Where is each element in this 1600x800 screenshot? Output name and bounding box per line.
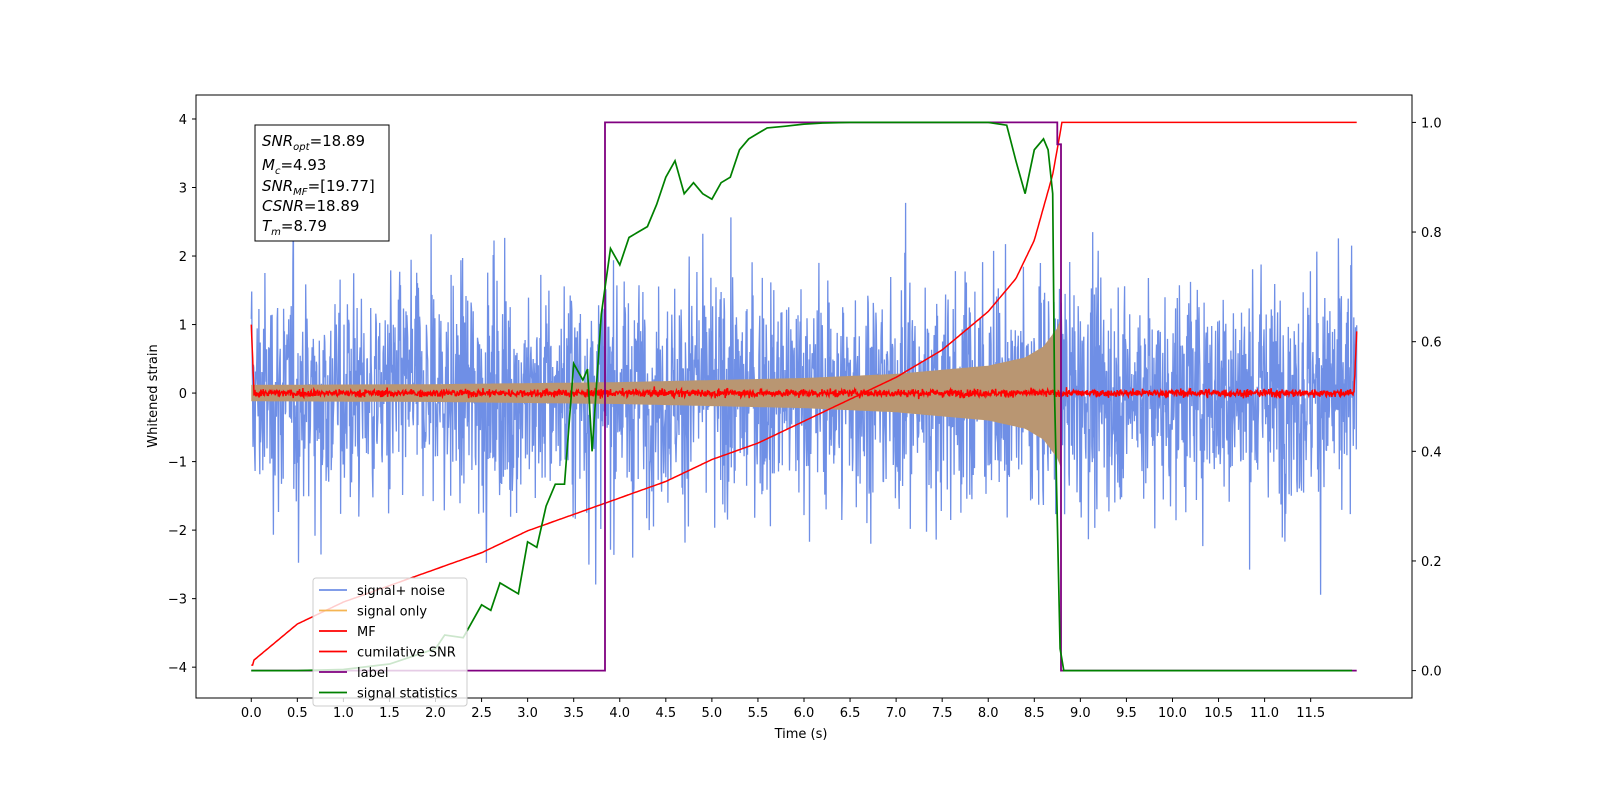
x-tick-label: 9.5	[1116, 706, 1137, 721]
x-tick-label: 0.0	[241, 706, 262, 721]
y-tick-label: −4	[168, 661, 187, 676]
y2-tick-label: 0.6	[1421, 336, 1442, 351]
x-tick-label: 11.5	[1296, 706, 1325, 721]
x-tick-label: 2.5	[471, 706, 492, 721]
y-tick-label: 0	[179, 387, 187, 402]
legend-label: MF	[357, 625, 376, 640]
y-tick-label: 1	[179, 319, 187, 334]
legend-label: label	[357, 666, 388, 681]
x-axis-label: Time (s)	[774, 727, 828, 742]
legend-label: signal+ noise	[357, 584, 445, 599]
legend-label: cumilative SNR	[357, 646, 456, 661]
y2-tick-label: 0.8	[1421, 226, 1442, 241]
x-tick-label: 8.0	[978, 706, 999, 721]
y-tick-label: −3	[168, 593, 187, 608]
legend-label: signal statistics	[357, 687, 458, 702]
x-tick-label: 10.0	[1158, 706, 1187, 721]
x-tick-label: 3.5	[563, 706, 584, 721]
annotation-mc: Mc=4.93	[262, 156, 326, 177]
y2-tick-label: 1.0	[1421, 116, 1442, 131]
x-tick-label: 1.0	[333, 706, 354, 721]
x-tick-label: 1.5	[379, 706, 400, 721]
x-tick-label: 7.5	[932, 706, 953, 721]
legend: signal+ noise signal only MF cumilative SNR…	[312, 577, 468, 707]
y-tick-label: 4	[179, 113, 187, 128]
legend-label: signal only	[357, 605, 427, 620]
annotation-csnr: CSNR=18.89	[262, 197, 359, 215]
x-tick-label: 0.5	[287, 706, 308, 721]
x-tick-label: 6.0	[794, 706, 815, 721]
x-tick-label: 4.5	[655, 706, 676, 721]
y-tick-label: 3	[179, 182, 187, 197]
x-tick-label: 5.5	[748, 706, 769, 721]
x-tick-label: 9.0	[1070, 706, 1091, 721]
annotation-snr-opt: SNRopt=18.89	[262, 132, 365, 153]
y-tick-label: −2	[168, 524, 187, 539]
annotation-tm: Tm=8.79	[262, 217, 327, 238]
x-tick-label: 6.5	[840, 706, 861, 721]
x-tick-label: 3.0	[517, 706, 538, 721]
series-signal-statistics	[251, 121, 1353, 672]
x-tick-label: 5.0	[702, 706, 723, 721]
x-tick-label: 2.0	[425, 706, 446, 721]
legend-box	[312, 577, 468, 707]
y2-tick-label: 0.4	[1421, 445, 1442, 460]
series-mf	[250, 324, 1358, 400]
x-tick-label: 8.5	[1024, 706, 1045, 721]
series-label	[251, 121, 1357, 672]
annotation-box: SNRopt=18.89 Mc=4.93 SNRMF=[19.77] CSNR=…	[254, 124, 390, 242]
y2-tick-label: 0.2	[1421, 555, 1442, 570]
y-tick-label: 2	[179, 250, 187, 265]
y-axis-label: Whitened strain	[146, 344, 161, 447]
series-signal-noise	[250, 202, 1358, 595]
x-tick-label: 4.0	[609, 706, 630, 721]
x-tick-label: 7.0	[886, 706, 907, 721]
ticks-layer: 0.0 0.5 1.0 1.5 2.0 2.5 3.0 3.5 4.0 4.5 5.0 5.5 6.0 6…	[168, 113, 1442, 721]
annotation-snr-mf: SNRMF=[19.77]	[262, 177, 375, 198]
y2-tick-label: 0.0	[1421, 665, 1442, 680]
x-tick-label: 10.5	[1204, 706, 1233, 721]
y-tick-label: −1	[168, 456, 187, 471]
x-tick-label: 11.0	[1250, 706, 1279, 721]
